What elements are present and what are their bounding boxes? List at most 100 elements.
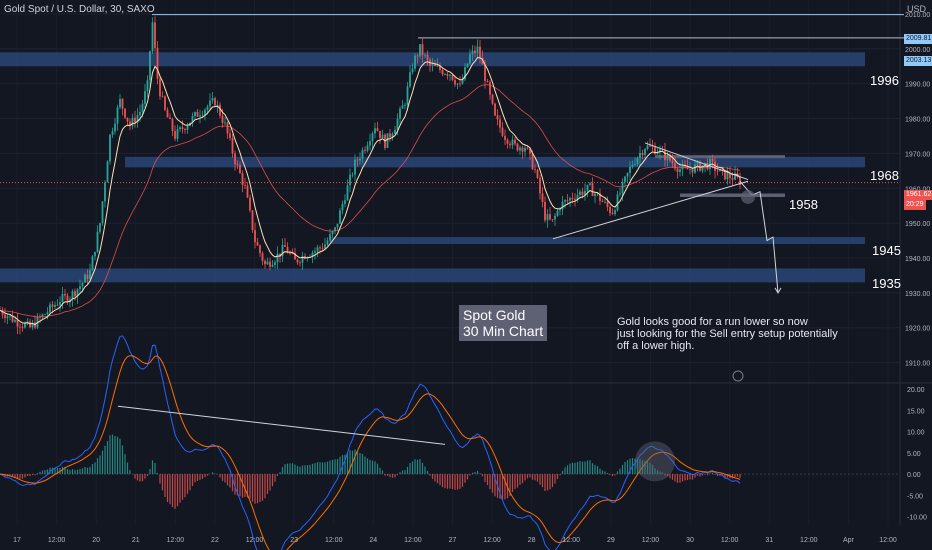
candle-body (271, 264, 274, 267)
trend-drawings (552, 142, 782, 382)
candle-body (196, 112, 199, 117)
candle-body (299, 262, 301, 264)
candle-body (436, 65, 439, 67)
candle-body (51, 304, 54, 307)
time-tick-label: 17 (13, 537, 21, 544)
candle-body (209, 100, 211, 107)
candle-body (331, 231, 334, 235)
candle-body (556, 210, 559, 216)
candle-body (154, 22, 156, 48)
candle-body (571, 198, 574, 200)
candle-body (366, 145, 369, 151)
time-tick-label: 23 (290, 537, 298, 544)
candle-body (96, 231, 99, 252)
candle-body (504, 135, 506, 140)
candle-body (234, 153, 236, 165)
candle-body (446, 74, 449, 76)
currency-label: USD (907, 4, 927, 14)
candle-body (631, 164, 634, 167)
candle-body (611, 213, 614, 214)
price-axis[interactable]: 2010.00 2000.00 1990.00 1980.00 1970.00 1960.… (905, 12, 930, 522)
candle-body (91, 256, 94, 271)
candle-body (644, 149, 646, 155)
candle-body (466, 63, 469, 68)
lightning-icon (732, 370, 744, 382)
candle-body (624, 176, 626, 182)
candle-body (414, 55, 416, 69)
time-tick-label: 21 (132, 537, 140, 544)
time-axis[interactable]: 17 12:00 20 21 12:00 22 12:00 23 12:00 24 12:00 27 1… (13, 537, 897, 544)
symbol-title: Gold Spot / U.S. Dollar, 30, SAXO (4, 4, 155, 15)
macd-tick-label: 15.00 (907, 408, 925, 415)
zone-label: 1996 (870, 73, 899, 88)
candle-body (156, 47, 159, 79)
candles (0, 16, 741, 335)
candle-body (481, 57, 484, 65)
candle-body (256, 242, 259, 246)
candle-body (291, 253, 294, 254)
candle-body (334, 227, 336, 232)
candle-body (21, 327, 24, 328)
candle-body (86, 274, 89, 280)
candle-body (521, 147, 524, 152)
time-tick-label: 24 (369, 537, 377, 544)
candle-body (371, 133, 374, 142)
candle-body (339, 210, 341, 224)
candle-body (464, 67, 466, 80)
candle-body (659, 149, 661, 153)
candle-body (76, 289, 79, 297)
candle-body (359, 158, 361, 161)
candle-body (106, 161, 109, 183)
candle-body (431, 64, 434, 66)
candle-body (41, 314, 44, 318)
candle-body (606, 201, 609, 207)
signal-line (0, 355, 741, 550)
candle-body (526, 147, 529, 149)
time-tick-label: 28 (528, 537, 536, 544)
candle-body (149, 51, 151, 81)
candle-body (104, 182, 106, 202)
candle-body (396, 118, 399, 130)
candle-body (584, 190, 586, 196)
candle-body (244, 185, 246, 186)
candle-body (254, 230, 256, 243)
candle-body (59, 302, 61, 305)
candle-body (11, 315, 14, 322)
candle-body (451, 74, 454, 81)
candle-body (564, 200, 566, 202)
candle-body (514, 139, 516, 144)
time-tick-label: 12:00 (48, 537, 66, 544)
candle-body (726, 172, 729, 180)
zone-label: 1958 (789, 197, 818, 212)
candle-body (734, 173, 736, 180)
candle-body (649, 145, 651, 147)
candle-body (229, 133, 231, 139)
candle-body (249, 197, 251, 211)
candle-body (164, 96, 166, 110)
time-tick-label: 12:00 (563, 537, 581, 544)
candle-body (594, 193, 596, 196)
zone-1935 (0, 268, 865, 283)
candle-body (316, 247, 319, 252)
candle-body (441, 70, 444, 75)
candle-body (344, 200, 346, 204)
candle-body (664, 149, 666, 161)
highlight-circle (741, 189, 755, 204)
macd-panel (0, 335, 900, 550)
price-tick-label: 1980.00 (905, 117, 930, 124)
candle-body (199, 115, 201, 117)
candle-body (226, 122, 229, 134)
candle-body (4, 314, 6, 319)
candle-body (61, 294, 64, 303)
candle-body (259, 245, 261, 254)
zone-1945 (330, 237, 865, 245)
time-tick-label: 12:00 (246, 537, 264, 544)
candle-body (329, 234, 331, 241)
candle-body (279, 253, 281, 257)
candle-body (566, 200, 569, 202)
candle-body (194, 112, 196, 117)
divergence-line (117, 405, 446, 445)
candle-body (349, 174, 351, 186)
candle-body (219, 104, 221, 116)
